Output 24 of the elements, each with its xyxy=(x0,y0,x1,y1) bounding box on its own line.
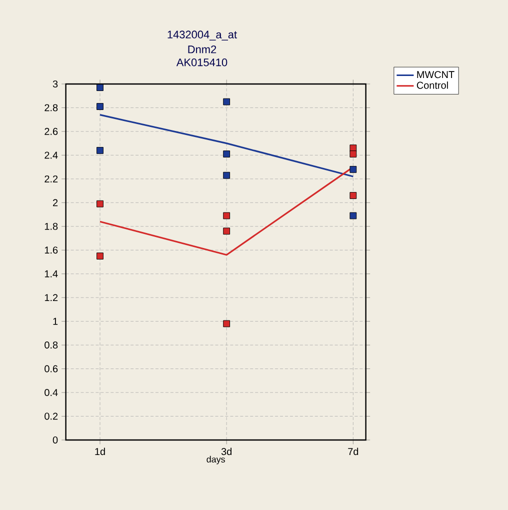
y-tick-label: 2.8 xyxy=(44,104,58,112)
y-tick-label: 1.8 xyxy=(44,222,58,230)
x-axis-title: days xyxy=(206,456,225,464)
chart-title: 1432004_a_at xyxy=(168,30,237,40)
y-tick-label: 0.8 xyxy=(44,342,58,349)
y-tick-label: 1.6 xyxy=(44,246,58,254)
y-tick-label: 3 xyxy=(52,80,58,88)
y-tick-label: 0.2 xyxy=(44,412,58,420)
y-tick-label: 2.2 xyxy=(44,175,58,182)
y-tick-label: 2 xyxy=(53,199,58,206)
y-tick-label: 2.4 xyxy=(44,152,58,159)
y-tick-label: 2.6 xyxy=(44,128,58,135)
chart-subtitle: Dnm2 AK015410 xyxy=(176,46,228,66)
y-tick-label: 1.2 xyxy=(44,294,58,302)
y-tick-label: 0.4 xyxy=(44,388,58,396)
legend-label: MWCNT xyxy=(417,71,454,78)
y-tick-label: 0 xyxy=(52,436,58,444)
y-tick-label: 1.4 xyxy=(44,270,58,278)
legend-label: Control xyxy=(416,82,448,89)
y-tick-label: 0.6 xyxy=(44,365,58,372)
x-tick-label: 7d xyxy=(348,448,358,456)
x-tick-label: 3d xyxy=(221,448,232,456)
x-tick-label: 1d xyxy=(95,448,105,456)
y-tick-label: 1 xyxy=(53,318,58,325)
